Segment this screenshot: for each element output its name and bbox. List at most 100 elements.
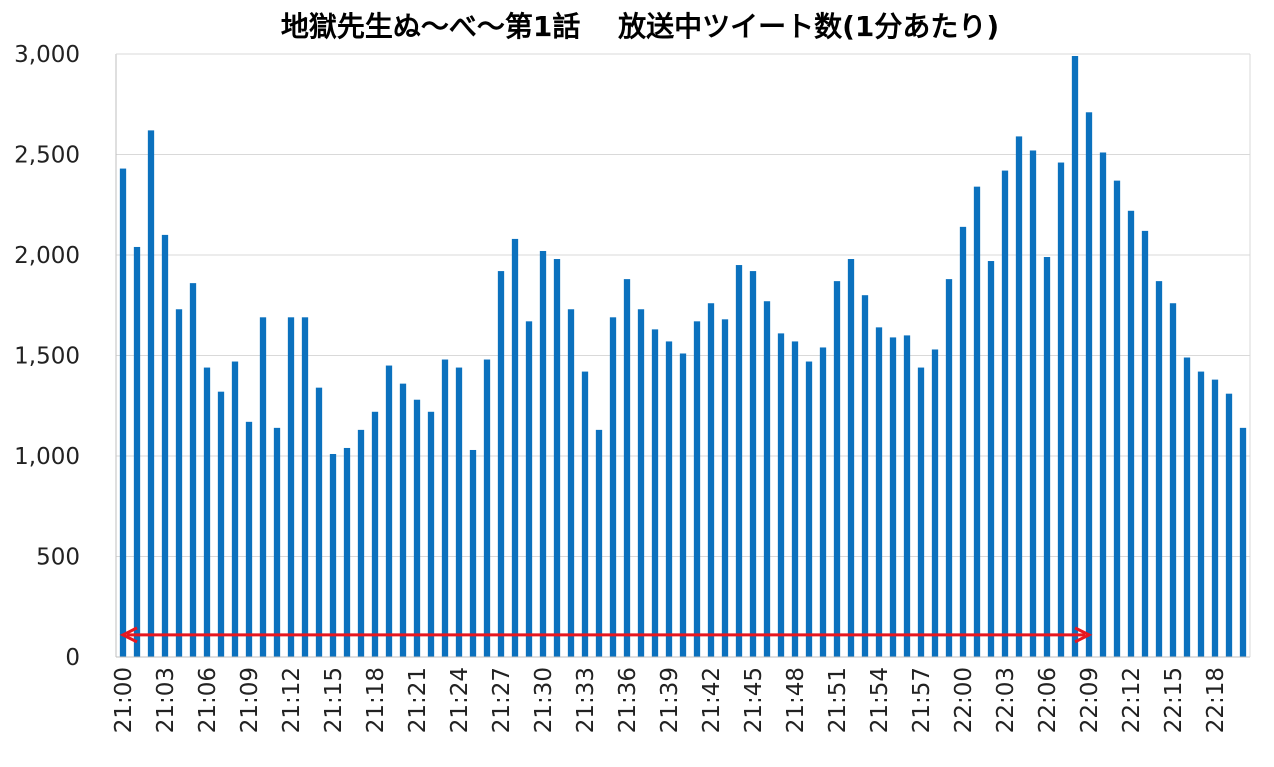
- bar: [553, 259, 561, 657]
- bar: [371, 411, 379, 657]
- annotation: [119, 626, 1093, 644]
- bar: [385, 365, 393, 657]
- x-tick-label: 21:51: [825, 667, 851, 733]
- bar: [441, 359, 449, 657]
- bar: [1169, 303, 1177, 657]
- bar: [175, 309, 183, 657]
- bar: [721, 319, 729, 657]
- bar: [665, 341, 673, 657]
- arrow-head-left: [119, 626, 138, 644]
- bar: [1183, 357, 1191, 657]
- x-tick-label: 21:03: [153, 667, 179, 733]
- x-tick-label: 21:54: [867, 667, 893, 733]
- bar: [875, 327, 883, 657]
- bar: [973, 186, 981, 657]
- bar: [1085, 112, 1093, 658]
- bar: [1029, 150, 1037, 658]
- bar: [455, 367, 463, 657]
- bar: [511, 238, 519, 658]
- bar: [147, 130, 155, 657]
- bar: [427, 411, 435, 657]
- x-tick-label: 21:00: [111, 667, 137, 733]
- bar: [399, 383, 407, 657]
- bar: [1141, 230, 1149, 657]
- bar: [581, 371, 589, 657]
- bar: [833, 281, 841, 657]
- x-tick-label: 21:12: [279, 667, 305, 733]
- bar: [931, 349, 939, 657]
- y-axis-ticks: 0 500 1,000 1,500 2,000 2,500 3,000: [14, 42, 80, 671]
- x-tick-label: 21:24: [447, 667, 473, 733]
- bar: [651, 329, 659, 657]
- bar: [987, 261, 995, 657]
- bar: [819, 347, 827, 657]
- bar: [343, 447, 351, 657]
- x-tick-label: 22:00: [951, 667, 977, 733]
- x-tick-label: 21:15: [321, 667, 347, 733]
- bar: [301, 317, 309, 657]
- bar: [203, 367, 211, 657]
- bar: [1127, 210, 1135, 657]
- bars: [119, 56, 1247, 658]
- bar: [763, 301, 771, 657]
- bar: [623, 279, 631, 657]
- bar: [1071, 56, 1079, 657]
- bar: [217, 391, 225, 657]
- x-tick-label: 22:18: [1203, 667, 1229, 733]
- x-tick-label: 21:57: [909, 667, 935, 733]
- x-axis-ticks: 21:00 21:03 21:06 21:09 21:12 21:15 21:18 21:21…: [111, 667, 1229, 733]
- bar: [1015, 136, 1023, 657]
- y-tick-label: 2,500: [14, 143, 80, 169]
- bar: [707, 303, 715, 657]
- bar: [189, 283, 197, 657]
- bar: [735, 265, 743, 657]
- bar: [567, 309, 575, 657]
- bar: [329, 453, 337, 657]
- x-tick-label: 21:09: [237, 667, 263, 733]
- axes: [115, 53, 1251, 658]
- y-tick-label: 3,000: [14, 42, 80, 68]
- bar: [609, 317, 617, 657]
- bar: [637, 309, 645, 657]
- y-tick-label: 1,500: [14, 344, 80, 370]
- bar: [273, 427, 281, 657]
- bar: [1197, 371, 1205, 657]
- bar: [1057, 162, 1065, 658]
- bar: [119, 168, 127, 657]
- bar: [469, 449, 477, 657]
- bar: [1043, 257, 1051, 657]
- bar: [1099, 152, 1107, 658]
- bar: [231, 361, 239, 657]
- arrow-head-right: [1074, 626, 1093, 644]
- x-tick-label: 21:30: [531, 667, 557, 733]
- x-tick-label: 22:12: [1119, 667, 1145, 733]
- bar: [679, 353, 687, 657]
- x-tick-label: 22:03: [993, 667, 1019, 733]
- bar: [315, 387, 323, 657]
- x-tick-label: 22:09: [1077, 667, 1103, 733]
- bar: [889, 337, 897, 657]
- bar: [777, 333, 785, 657]
- bar: [161, 234, 169, 657]
- y-tick-label: 2,000: [14, 243, 80, 269]
- bar: [1225, 393, 1233, 657]
- bar: [1113, 180, 1121, 657]
- bar: [1155, 281, 1163, 657]
- bar: [917, 367, 925, 657]
- y-tick-label: 0: [65, 645, 80, 671]
- x-tick-label: 21:48: [783, 667, 809, 733]
- y-tick-label: 500: [36, 545, 80, 571]
- y-tick-label: 1,000: [14, 444, 80, 470]
- x-tick-label: 21:06: [195, 667, 221, 733]
- bar: [1239, 427, 1247, 657]
- x-tick-label: 21:21: [405, 667, 431, 733]
- bar: [413, 399, 421, 657]
- bar: [1211, 379, 1219, 657]
- bar: [595, 429, 603, 657]
- bar: [525, 321, 533, 657]
- bar: [791, 341, 799, 657]
- bar: [749, 271, 757, 657]
- bar: [861, 295, 869, 657]
- bar: [245, 421, 253, 657]
